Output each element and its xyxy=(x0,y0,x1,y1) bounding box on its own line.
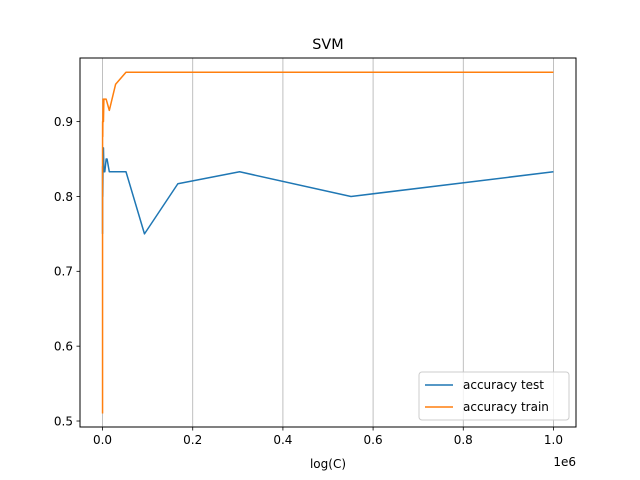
y-tick-label: 0.6 xyxy=(54,339,73,353)
data-series xyxy=(101,71,554,414)
plot-frame xyxy=(79,57,577,428)
x-tick-label: 0.2 xyxy=(183,433,202,447)
x-axis-ticks: 0.0 0.2 0.4 0.6 0.8 1.0 xyxy=(93,427,563,447)
chart-title: SVM xyxy=(312,37,343,53)
x-tick-label: 0.0 xyxy=(93,433,112,447)
legend-box xyxy=(418,371,570,421)
x-tick-label: 0.6 xyxy=(364,433,383,447)
y-tick-label: 0.8 xyxy=(54,190,73,204)
x-axis-offset-label: 1e6 xyxy=(553,455,576,469)
legend-label: accuracy train xyxy=(463,400,549,414)
y-tick-label: 0.5 xyxy=(54,414,73,428)
x-tick-label: 1.0 xyxy=(544,433,563,447)
series-line-accuracy-train xyxy=(101,71,554,414)
x-tick-label: 0.8 xyxy=(454,433,473,447)
y-tick-label: 0.9 xyxy=(54,115,73,129)
y-axis-ticks: 0.5 0.6 0.7 0.8 0.9 xyxy=(54,115,80,428)
x-axis-label: log(C) xyxy=(310,457,346,471)
x-tick-label: 0.4 xyxy=(273,433,292,447)
legend: accuracy test accuracy train xyxy=(418,371,570,421)
legend-label: accuracy test xyxy=(463,378,544,392)
y-tick-label: 0.7 xyxy=(54,265,73,279)
